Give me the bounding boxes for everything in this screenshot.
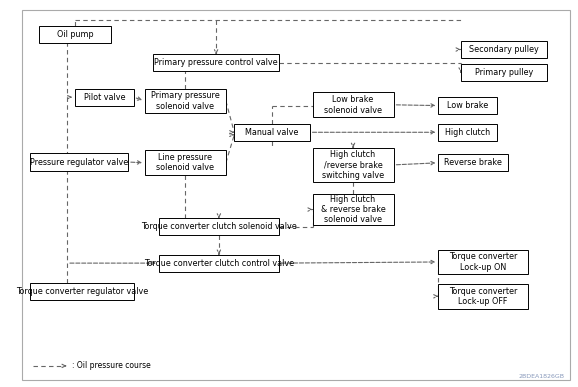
Bar	[438, 284, 528, 309]
Text: Primary pressure control valve: Primary pressure control valve	[154, 58, 278, 67]
Text: : Oil pressure course: : Oil pressure course	[72, 361, 151, 370]
Text: Torque converter clutch solenoid valve: Torque converter clutch solenoid valve	[141, 223, 297, 231]
Text: 2BDEA1826GB: 2BDEA1826GB	[518, 373, 564, 378]
Bar	[313, 92, 394, 117]
Bar	[313, 194, 394, 225]
Bar	[75, 89, 134, 106]
Bar	[145, 151, 226, 175]
Bar	[438, 124, 497, 141]
Text: Oil pump: Oil pump	[57, 30, 93, 39]
Bar	[153, 54, 279, 72]
Bar	[313, 148, 394, 182]
Text: Pilot valve: Pilot valve	[84, 92, 125, 102]
Bar	[145, 89, 226, 113]
Text: Torque converter
Lock-up OFF: Torque converter Lock-up OFF	[449, 287, 517, 306]
Bar	[461, 64, 547, 81]
Text: Pressure regulator valve: Pressure regulator valve	[30, 158, 128, 166]
Text: Reverse brake: Reverse brake	[444, 158, 502, 167]
Bar	[438, 97, 497, 114]
Text: Low brake: Low brake	[447, 101, 488, 110]
Bar	[159, 218, 279, 235]
Text: Primary pressure
solenoid valve: Primary pressure solenoid valve	[151, 91, 220, 111]
Text: Torque converter regulator valve: Torque converter regulator valve	[16, 287, 148, 296]
Text: High clutch: High clutch	[445, 128, 490, 137]
Text: Torque converter
Lock-up ON: Torque converter Lock-up ON	[449, 252, 517, 272]
Text: Manual valve: Manual valve	[245, 128, 299, 137]
Bar	[461, 41, 547, 58]
Text: High clutch
& reverse brake
solenoid valve: High clutch & reverse brake solenoid val…	[321, 195, 386, 224]
Text: High clutch
/reverse brake
switching valve: High clutch /reverse brake switching val…	[322, 150, 384, 180]
Bar	[159, 255, 279, 272]
Text: Line pressure
solenoid valve: Line pressure solenoid valve	[157, 153, 214, 173]
Text: Primary pulley: Primary pulley	[475, 68, 533, 77]
Text: Low brake
solenoid valve: Low brake solenoid valve	[324, 95, 382, 115]
Bar	[30, 283, 134, 300]
Text: Secondary pulley: Secondary pulley	[469, 45, 539, 54]
Bar	[438, 250, 528, 274]
Bar	[39, 26, 112, 43]
Text: Torque converter clutch control valve: Torque converter clutch control valve	[144, 259, 294, 268]
Bar	[234, 124, 310, 141]
Bar	[438, 154, 508, 171]
Bar	[30, 154, 128, 171]
